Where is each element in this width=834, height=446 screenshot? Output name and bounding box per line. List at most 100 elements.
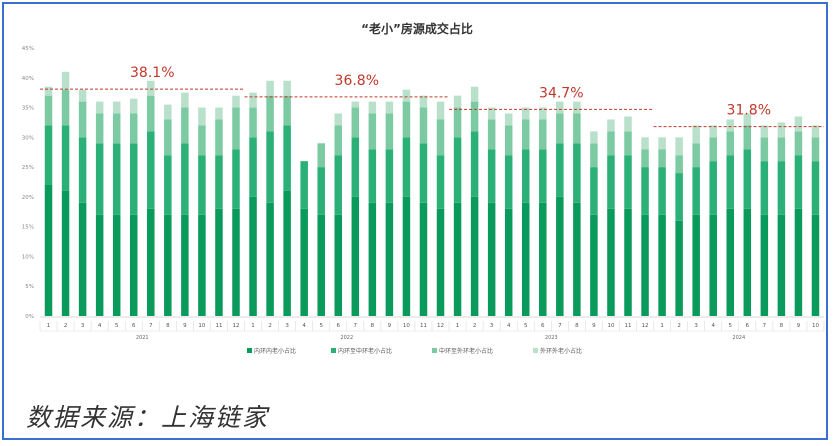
bar-segment xyxy=(692,125,700,144)
bar-segment xyxy=(777,214,786,316)
bar-segment xyxy=(232,149,240,209)
legend-label: 内环至中环老小占比 xyxy=(338,347,392,355)
bar-segment xyxy=(283,80,291,96)
bar-segment xyxy=(78,89,87,102)
bar-segment xyxy=(112,101,121,114)
bar-segment xyxy=(129,214,138,316)
bar-segment xyxy=(78,202,87,316)
bar-segment xyxy=(266,131,274,203)
bar-segment xyxy=(317,143,325,168)
bar-segment xyxy=(334,113,343,126)
bar-segment xyxy=(385,113,394,150)
bar-segment xyxy=(61,89,70,126)
bar-segment xyxy=(487,149,496,203)
x-tick-label: 9 xyxy=(592,323,596,329)
y-tick-label: 40% xyxy=(22,76,34,82)
x-tick-label: 3 xyxy=(490,323,494,329)
legend-swatch xyxy=(432,348,437,353)
legend-label: 外环外老小占比 xyxy=(540,347,582,355)
bar-segment xyxy=(470,86,479,102)
x-tick-label: 8 xyxy=(780,323,784,329)
bar-segment xyxy=(743,208,752,316)
x-tick-label: 8 xyxy=(166,323,170,329)
x-tick-label: 1 xyxy=(660,323,664,329)
bar-segment xyxy=(811,214,820,316)
bar-segment xyxy=(760,125,769,138)
bar-segment xyxy=(198,125,206,156)
bar-segment xyxy=(521,149,530,203)
bar-segment xyxy=(504,155,513,209)
bar-segment xyxy=(181,107,189,144)
bar-segment xyxy=(402,196,411,316)
bar-segment xyxy=(521,107,530,120)
bar-segment xyxy=(266,95,274,132)
bar-segment xyxy=(539,119,547,150)
bar-segment xyxy=(521,119,530,150)
bar-segment xyxy=(198,214,206,316)
bar-segment xyxy=(419,143,428,203)
bar-segment xyxy=(453,202,462,316)
bar-segment xyxy=(283,95,291,126)
bar-segment xyxy=(811,161,820,215)
bar-segment xyxy=(419,95,428,108)
bar-segment xyxy=(573,101,581,114)
bar-segment xyxy=(164,104,172,120)
year-label: 2024 xyxy=(732,335,745,341)
bar-segment xyxy=(453,137,462,203)
bar-segment xyxy=(624,208,632,316)
x-tick-label: 6 xyxy=(541,323,545,329)
bar-segment xyxy=(539,107,547,120)
bar-segment xyxy=(198,107,206,126)
bar-segment xyxy=(95,101,104,114)
y-tick-label: 5% xyxy=(25,284,34,290)
bar-segment xyxy=(129,143,138,215)
average-label: 31.8% xyxy=(727,103,771,119)
x-tick-label: 9 xyxy=(797,323,801,329)
bar-segment xyxy=(129,98,138,114)
bar-segment xyxy=(317,167,325,215)
bar-segment xyxy=(487,119,496,150)
bar-segment xyxy=(61,125,70,191)
bar-segment xyxy=(215,155,223,209)
bar-segment xyxy=(658,137,666,150)
bar-segment xyxy=(164,119,172,156)
bar-segment xyxy=(215,107,223,120)
bar-segment xyxy=(436,155,445,209)
bar-segment xyxy=(232,95,240,108)
bar-segment xyxy=(402,137,411,197)
bar-segment xyxy=(385,149,394,203)
bar-segment xyxy=(436,119,445,156)
bar-segment xyxy=(61,71,70,90)
y-tick-label: 35% xyxy=(22,106,34,112)
bar-segment xyxy=(794,116,803,132)
x-tick-label: 4 xyxy=(98,323,102,329)
bar-segment xyxy=(504,125,513,156)
bar-segment xyxy=(436,208,445,316)
bar-segment xyxy=(743,125,752,150)
bar-segment xyxy=(590,143,598,168)
bar-segment xyxy=(760,214,769,316)
bar-segment xyxy=(675,173,683,221)
bar-segment xyxy=(573,202,581,316)
x-tick-label: 5 xyxy=(729,323,733,329)
bar-segment xyxy=(794,208,803,316)
bar-segment xyxy=(147,80,155,96)
x-tick-label: 8 xyxy=(371,323,375,329)
bar-segment xyxy=(658,167,666,215)
bar-segment xyxy=(112,214,121,316)
bar-segment xyxy=(556,143,564,197)
bar-segment xyxy=(164,214,172,316)
bar-segment xyxy=(95,113,104,144)
x-tick-label: 6 xyxy=(337,323,341,329)
bar-segment xyxy=(487,107,496,120)
x-tick-label: 6 xyxy=(746,323,750,329)
x-tick-label: 7 xyxy=(763,323,767,329)
bar-segment xyxy=(44,125,53,185)
bar-segment xyxy=(351,107,360,138)
bar-segment xyxy=(743,149,752,209)
bar-segment xyxy=(658,149,666,168)
bar-segment xyxy=(402,101,411,138)
bar-segment xyxy=(334,214,343,316)
bar-segment xyxy=(453,107,462,138)
